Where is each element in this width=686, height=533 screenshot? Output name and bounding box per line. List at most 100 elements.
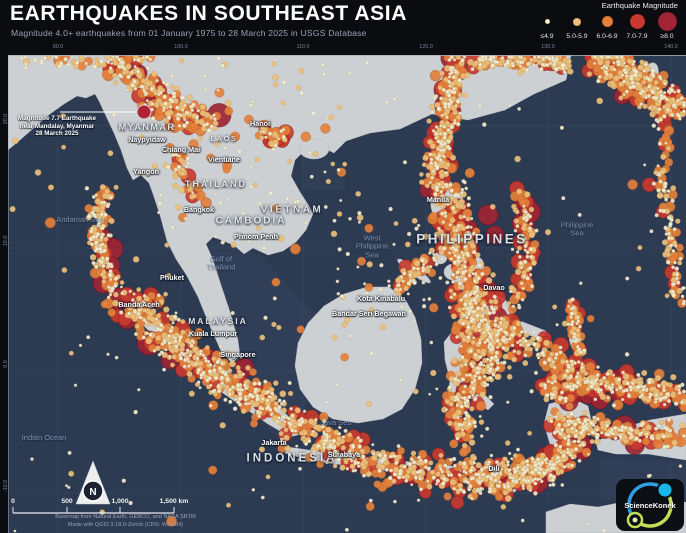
quake-dot [512, 467, 516, 471]
quake-dot [606, 432, 611, 437]
quake-dot [504, 495, 512, 502]
quake-dot [516, 59, 520, 64]
quake-dot [214, 192, 218, 196]
quake-dot [212, 113, 216, 117]
quake-dot [296, 325, 305, 334]
quake-dot [356, 464, 361, 468]
quake-dot [179, 171, 185, 177]
quake-dot [101, 242, 105, 246]
quake-dot [271, 321, 277, 328]
quake-dot [589, 380, 594, 385]
quake-dot [510, 343, 515, 348]
quake-dot [377, 468, 382, 473]
quake-dot [447, 79, 452, 84]
quake-dot [572, 331, 577, 336]
quake-dot [249, 368, 257, 377]
quake-dot [651, 386, 657, 392]
quake-dot [576, 360, 581, 364]
quake-dot [437, 85, 443, 91]
quake-dot [645, 424, 652, 431]
quake-dot [627, 179, 639, 191]
quake-dot [465, 315, 469, 320]
quake-dot [356, 214, 364, 222]
quake-dot [640, 89, 645, 94]
quake-dot [171, 146, 175, 150]
quake-dot [42, 55, 48, 61]
quake-dot [351, 444, 356, 449]
quake-dot [148, 311, 154, 317]
quake-dot [618, 435, 623, 439]
quake-dot [461, 337, 467, 343]
quake-dot [162, 367, 167, 372]
legend-circle-m5 [657, 12, 677, 31]
quake-dot [151, 163, 158, 170]
quake-dot [174, 344, 179, 349]
quake-dot [167, 151, 171, 155]
quake-dot [516, 245, 523, 251]
quake-dot [450, 237, 455, 242]
quake-dot [100, 300, 109, 309]
quake-dot [654, 374, 662, 382]
quake-dot [455, 371, 461, 377]
quake-dot [476, 306, 481, 311]
quake-dot [656, 192, 663, 199]
quake-dot [530, 457, 535, 462]
quake-dot [368, 307, 375, 314]
quake-dot [414, 226, 419, 231]
quake-dot [216, 88, 220, 92]
quake-dot [192, 340, 196, 345]
quake-dot [550, 374, 558, 381]
quake-dot [490, 337, 494, 341]
quake-dot [408, 309, 413, 314]
quake-dot [208, 363, 213, 367]
quake-dot [651, 95, 656, 100]
quake-dot [168, 105, 173, 109]
quake-dot [210, 389, 215, 394]
quake-dot [68, 470, 75, 477]
quake-dot [436, 157, 440, 161]
quake-dot [622, 434, 628, 440]
quake-dot [418, 477, 422, 481]
quake-dot [560, 358, 566, 365]
quake-dot [106, 233, 111, 238]
quake-dot [460, 396, 465, 400]
quake-dot [111, 55, 115, 59]
quake-dot [585, 361, 595, 372]
quake-dot [487, 460, 491, 464]
quake-dot [125, 63, 132, 70]
quake-dot [518, 260, 524, 266]
quake-dot [127, 311, 132, 316]
quake-dot [461, 442, 468, 449]
quake-dot [511, 476, 515, 480]
legend-label-m2: 5.0-5.9 [566, 33, 588, 40]
quake-dot [616, 377, 622, 382]
quake-dot [347, 449, 352, 454]
quake-dot [208, 311, 213, 316]
quake-dot [350, 459, 354, 463]
quake-dot [95, 247, 100, 252]
quake-dot [156, 312, 162, 319]
quake-dot [511, 479, 515, 483]
quake-dot [439, 173, 445, 180]
quake-dot [272, 296, 277, 301]
quake-dot [566, 393, 575, 403]
quake-dot [523, 353, 528, 358]
quake-dot [449, 188, 455, 193]
quake-dot [100, 226, 105, 231]
quake-dot [449, 124, 455, 130]
quake-dot [599, 431, 604, 435]
quake-dot [323, 170, 327, 174]
quake-dot [678, 256, 683, 261]
quake-dot [119, 280, 125, 285]
quake-dot [241, 211, 246, 216]
quake-dot [524, 459, 530, 464]
quake-dot [459, 431, 466, 438]
legend-circle-m2 [573, 17, 581, 26]
longitude-tick-label: 100.0 [174, 44, 188, 50]
quake-dot [312, 424, 319, 431]
quake-dot [474, 472, 479, 477]
quake-dot [524, 329, 528, 334]
quake-dot [335, 382, 339, 387]
quake-dot [467, 310, 472, 315]
quake-dot [642, 68, 647, 73]
